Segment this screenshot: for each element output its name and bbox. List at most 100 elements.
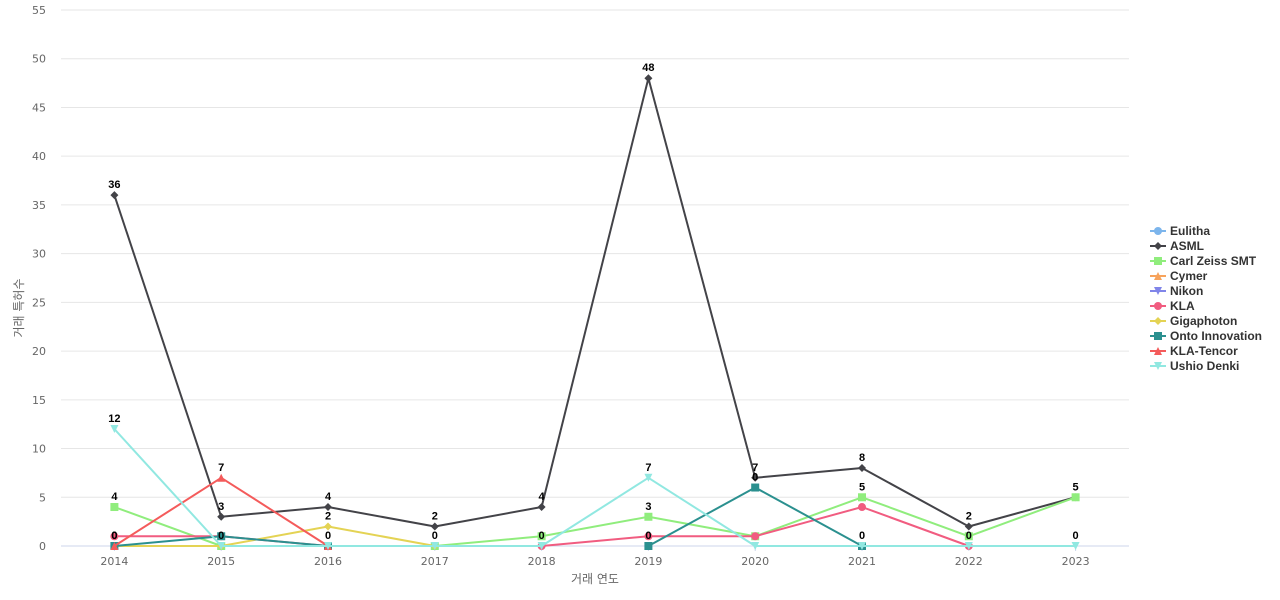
data-point-kla [110,532,119,541]
data-label-carl-zeiss-smt: 4 [111,491,118,503]
data-point-asml [430,522,439,531]
legend-marker-gigaphoton [1154,317,1162,325]
data-point-asml [751,473,760,482]
y-tick-label: 35 [32,199,46,212]
data-point-asml [644,74,653,83]
data-label-onto-innovation: 0 [325,530,331,542]
series-line-ushio-denki [113,428,1076,547]
data-point-onto-innovation [644,542,653,550]
data-point-kla-tencor [110,542,119,550]
data-point-ushio-denki [537,542,546,550]
data-label-asml: 4 [539,491,546,503]
data-point-ushio-denki [1071,542,1080,550]
x-tick-label: 2019 [634,555,662,568]
y-tick-label: 40 [32,150,46,163]
data-label-asml: 2 [966,511,972,523]
data-label-kla-tencor: 0 [111,530,117,542]
x-tick-label: 2020 [741,555,769,568]
data-label-carl-zeiss-smt: 5 [859,481,865,493]
x-tick-label: 2015 [207,555,235,568]
x-axis: 2014 2015 2016 2017 2018 2019 2020 2021 2022 2023 [100,546,1090,568]
legend-item-nikon: Nikon [1150,284,1203,298]
data-label-asml: 4 [325,491,332,503]
data-point-kla [751,532,760,541]
x-axis-title: 거래 연도 [571,572,619,586]
data-point-carl-zeiss-smt [644,512,653,521]
data-point-asml [324,503,332,512]
data-label-kla-tencor: 7 [218,462,224,474]
data-label-ushio-denki: 12 [108,413,120,425]
data-point-carl-zeiss-smt [964,532,973,541]
data-point-ushio-denki [110,425,119,434]
legend-item-ushio-denki: Ushio Denki [1150,359,1239,373]
data-label-asml: 36 [108,179,120,191]
data-point-gigaphoton [324,522,332,531]
data-label-asml: 2 [432,511,438,523]
data-label-ushio-denki: 0 [539,530,545,542]
data-label-onto-innovation: 0 [859,530,865,542]
y-tick-label: 45 [32,101,46,114]
y-tick-label: 20 [32,345,46,358]
y-tick-label: 15 [32,394,46,407]
data-label-asml: 8 [859,452,865,464]
data-point-carl-zeiss-smt [537,532,546,541]
x-tick-label: 2022 [955,555,983,568]
legend-marker-onto-innovation [1154,332,1162,340]
data-point-carl-zeiss-smt [1071,493,1080,502]
data-label-ushio-denki: 0 [432,530,438,542]
legend-item-asml: ASML [1150,239,1204,253]
x-tick-label: 2016 [314,555,342,568]
y-tick-label: 55 [32,4,46,17]
data-label-asml: 48 [642,62,654,74]
legend-item-cymer: Cymer [1150,269,1208,283]
series-ushio-denki [110,425,1080,550]
data-label-onto-innovation: 0 [111,530,117,542]
data-point-onto-innovation [751,483,760,492]
legend-marker-eulitha [1154,227,1162,235]
series-group [110,74,1080,550]
legend-label-kla: KLA [1170,299,1195,313]
data-point-kla-tencor [217,473,226,482]
legend-label-ushio-denki: Ushio Denki [1170,359,1239,373]
data-point-asml [858,464,866,473]
legend-marker-kla-tencor [1154,347,1162,355]
data-point-carl-zeiss-smt [858,493,866,502]
x-tick-label: 2023 [1062,555,1090,568]
data-point-asml [217,512,226,521]
legend-label-onto-innovation: Onto Innovation [1170,329,1262,343]
x-tick-label: 2018 [528,555,556,568]
legend-marker-cymer [1154,272,1162,280]
legend-marker-carl-zeiss-smt [1154,257,1162,265]
y-tick-label: 10 [32,443,46,456]
data-label-asml: 7 [752,462,758,474]
legend-label-eulitha: Eulitha [1170,224,1210,238]
data-point-onto-innovation [217,532,226,541]
legend-marker-asml [1154,242,1162,250]
series-line-gigaphoton [114,525,435,547]
legend-label-asml: ASML [1170,239,1204,253]
y-tick-label: 25 [32,296,46,309]
legend-item-carl-zeiss-smt: Carl Zeiss SMT [1150,254,1257,268]
legend-marker-nikon [1154,287,1162,295]
legend-marker-ushio-denki [1154,362,1162,370]
data-point-ushio-denki [644,473,653,482]
y-axis: 0 5 10 15 20 25 30 35 40 45 50 55 [32,4,46,553]
data-point-ushio-denki [964,542,973,550]
data-label-ushio-denki: 0 [218,530,224,542]
legend-label-cymer: Cymer [1170,269,1208,283]
legend-label-carl-zeiss-smt: Carl Zeiss SMT [1170,254,1257,268]
data-label-asml: 5 [1073,481,1079,493]
data-point-ushio-denki [324,542,332,550]
data-point-kla [858,503,866,512]
data-label-ushio-denki: 7 [645,462,651,474]
y-tick-label: 0 [39,540,46,553]
data-label-onto-innovation: 0 [752,472,758,484]
legend-label-nikon: Nikon [1170,284,1203,298]
data-point-asml [110,191,119,200]
x-tick-label: 2021 [848,555,876,568]
data-point-carl-zeiss-smt [110,503,119,512]
data-label-gigaphoton: 2 [325,511,331,523]
legend-item-gigaphoton: Gigaphoton [1150,314,1237,328]
